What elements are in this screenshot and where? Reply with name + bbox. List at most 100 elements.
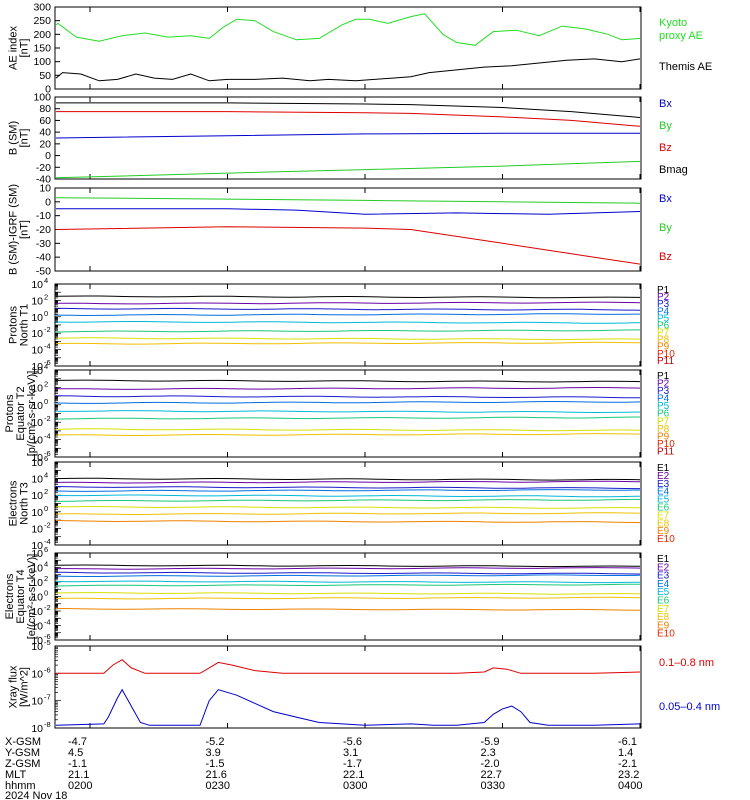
e_eq-legend-6: E7 xyxy=(657,604,670,615)
e_eq-channel-0 xyxy=(55,564,641,568)
p_eq-legend-8: P9 xyxy=(657,431,670,442)
legend-proxy-ae: proxy AE xyxy=(659,30,703,42)
bigrf-yticklabel-0: -50 xyxy=(36,266,51,278)
legend-bsm-bx: Bx xyxy=(659,98,672,110)
p_north-channel-0 xyxy=(55,295,641,299)
p_north-legend-0: P1 xyxy=(657,285,670,296)
xray-series-1 xyxy=(55,688,641,726)
ae-yticklabel-4: 200 xyxy=(33,29,51,41)
e_eq-legend-2: E3 xyxy=(657,571,670,582)
e_north-legend-2: E3 xyxy=(657,479,670,490)
e_eq-legend-3: E4 xyxy=(657,579,670,590)
orbit-value-0-0: -4.7 xyxy=(68,736,87,748)
orbit-value-2-0: -1.1 xyxy=(68,758,87,770)
panel-bigrf: B (SM)-IGRF (SM) [nT] -50 -40 -30 -20 -10 010 xyxy=(8,183,642,278)
p_north-channel-4 xyxy=(55,321,641,324)
p_eq-yticklabel-2: 10 xyxy=(31,417,43,429)
p_eq-ytickexp-5: 4 xyxy=(44,362,48,371)
orbit-value-3-1: 21.6 xyxy=(206,769,227,781)
e_north-channel-4 xyxy=(55,494,641,498)
e_north-ytickexp-2: 0 xyxy=(44,504,48,513)
e_eq-channel-6 xyxy=(55,592,641,595)
e_eq-channel-8 xyxy=(55,608,641,611)
p_north-yticklabel-1: 10 xyxy=(31,345,43,357)
p_north-ytickexp-4: 2 xyxy=(44,292,48,301)
orbit-value-4-1: 0230 xyxy=(206,780,230,792)
xray-frame xyxy=(54,645,642,729)
xray-yticklabel-0: 10 xyxy=(31,723,43,735)
p_eq-yticklabel-1: 10 xyxy=(31,435,43,447)
bsm-yticklabel-4: 40 xyxy=(39,127,51,139)
p_north-yticklabel-0: 10 xyxy=(31,361,43,373)
e_eq-channel-3 xyxy=(55,574,641,577)
e_north-legend-1: E2 xyxy=(657,471,670,482)
ae-yticklabel-2: 100 xyxy=(33,56,51,68)
bsm-series-0 xyxy=(55,132,640,139)
orbit-date: 2024 Nov 18 xyxy=(5,790,67,800)
p_north-channel-7 xyxy=(55,341,641,345)
bigrf-ylabel-0: B (SM)-IGRF (SM) xyxy=(8,184,20,275)
p_eq-channel-3 xyxy=(55,400,641,404)
p_eq-channel-5 xyxy=(55,416,641,420)
ae-yticklabel-1: 50 xyxy=(39,70,51,82)
e_eq-ytickexp-0: -6 xyxy=(44,632,51,641)
ae-series-1 xyxy=(55,58,641,82)
e_eq-yticklabel-6: 10 xyxy=(31,548,43,560)
p_north-yticklabel-2: 10 xyxy=(31,328,43,340)
p_eq-channel-0 xyxy=(55,379,641,383)
e_north-channel-5 xyxy=(55,498,641,502)
p_north-ytickexp-1: -4 xyxy=(44,342,51,351)
p_eq-legend-9: P10 xyxy=(657,439,675,450)
p_north-legend-5: P6 xyxy=(657,320,670,331)
p_eq-ytickexp-2: -2 xyxy=(44,414,51,423)
p_north-channel-5 xyxy=(55,329,641,333)
e_eq-channel-1 xyxy=(56,567,641,570)
orbit-label-x: X-GSM xyxy=(5,736,41,748)
e_eq-yticklabel-4: 10 xyxy=(31,577,43,589)
p_eq-channel-6 xyxy=(55,428,641,432)
e_north-yticklabel-3: 10 xyxy=(31,490,43,502)
e_north-yticklabel-5: 10 xyxy=(31,457,43,469)
p_eq-channel-4 xyxy=(55,410,641,414)
p_eq-legend-5: P6 xyxy=(657,409,670,420)
p_eq-yticklabel-4: 10 xyxy=(31,382,43,394)
p_north-ytickexp-5: 4 xyxy=(44,276,48,285)
e_north-yticklabel-4: 10 xyxy=(31,474,43,486)
p_north-ytickexp-3: 0 xyxy=(44,309,48,318)
e_north-yticklabel-1: 10 xyxy=(31,523,43,535)
orbit-label-z: Z-GSM xyxy=(5,758,40,770)
p_north-ylabel-0: Protons xyxy=(8,306,20,344)
orbit-value-3-3: 22.7 xyxy=(481,769,502,781)
p_eq-legend-3: P4 xyxy=(657,394,670,405)
e_eq-legend-8: E9 xyxy=(657,620,670,631)
e_north-ytickexp-0: -4 xyxy=(44,537,51,546)
e_eq-ytickexp-3: 0 xyxy=(44,589,48,598)
bsm-frame xyxy=(54,96,642,180)
p_north-legend-1: P2 xyxy=(657,292,670,303)
orbit-values: -4.7 -5.2 -5.6 -5.9 -6.1 4.5 3.9 3.1 2.3 1.4 -1.1 -… xyxy=(68,736,642,792)
p_north-ylabel-1: North T1 xyxy=(19,304,31,347)
bigrf-yticklabel-2: -30 xyxy=(36,238,51,250)
bsm-series-2 xyxy=(56,111,641,127)
bsm-yticklabel-5: 60 xyxy=(39,115,51,127)
p_north-ytickexp-2: -2 xyxy=(44,325,51,334)
orbit-value-2-2: -1.7 xyxy=(343,758,362,770)
p_north-yticklabel-4: 10 xyxy=(31,295,43,307)
e_eq-yticklabel-2: 10 xyxy=(31,606,43,618)
p_eq-legend-10: P11 xyxy=(657,446,674,457)
p_eq-yticklabel-0: 10 xyxy=(31,452,43,464)
xray-ytickexp-3: -5 xyxy=(44,638,51,647)
bsm-yticklabel-3: 20 xyxy=(39,138,51,150)
p_eq-ytickexp-0: -6 xyxy=(44,449,51,458)
e_eq-legend-7: E8 xyxy=(657,612,670,623)
p_eq-legend-1: P2 xyxy=(657,379,670,390)
orbit-value-4-4: 0400 xyxy=(618,780,642,792)
e_north-legend-6: E7 xyxy=(657,510,670,521)
e_north-legend-9: E10 xyxy=(657,534,675,545)
e_eq-channel-4 xyxy=(55,580,641,584)
legend-bigrf-bz: Bz xyxy=(659,251,672,263)
legend-themis-ae: Themis AE xyxy=(659,61,712,73)
